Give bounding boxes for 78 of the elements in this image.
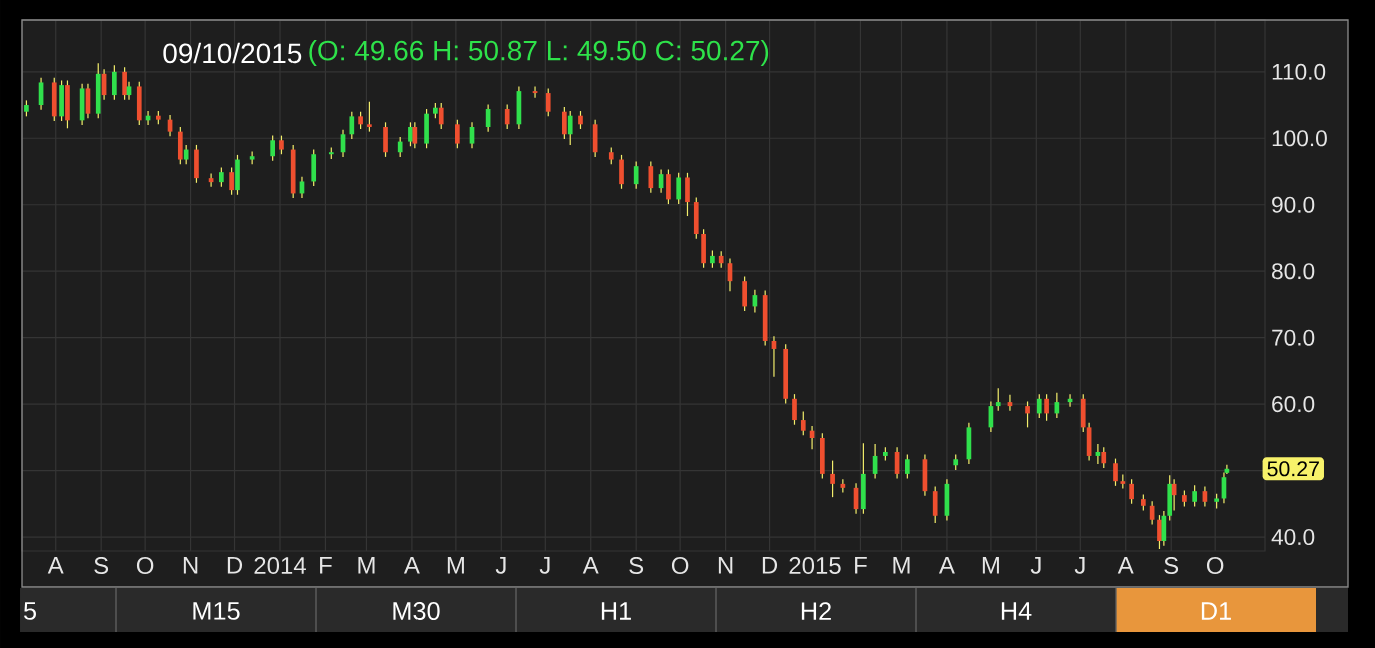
text: 50.27 [1267, 461, 1319, 477]
candlestick [455, 119, 460, 149]
candlestick [112, 64, 117, 101]
y-tick-label: 100.0 [1272, 130, 1327, 147]
candlestick [830, 460, 835, 498]
x-tick-label: D [762, 557, 778, 574]
candlestick [1192, 484, 1197, 508]
candlestick [183, 144, 189, 165]
x-tick-label: A [1117, 557, 1134, 574]
candlestick [1101, 446, 1107, 469]
candlestick [1157, 514, 1162, 550]
candlestick [438, 102, 444, 130]
x-tick-label: 2014 [254, 557, 306, 575]
x-tick-label: S [629, 557, 644, 575]
x-tick-label: A [47, 557, 64, 574]
x-tick-label: S [1164, 557, 1179, 575]
candlestick [648, 160, 654, 194]
x-tick-label: A [403, 557, 420, 574]
x-tick-label: S [94, 557, 109, 575]
x-tick-label: A [582, 557, 599, 574]
x-tick-label: M [358, 557, 375, 574]
x-tick-label: F [320, 557, 332, 574]
candlestick [397, 136, 403, 158]
candlestick [412, 121, 418, 149]
x-tick-label: M [982, 557, 999, 574]
x-tick-label: F [855, 557, 867, 574]
candlestick [122, 66, 127, 101]
x-tick-label: O [1206, 557, 1224, 575]
y-tick-label: 40.0 [1271, 529, 1315, 546]
candlestick [792, 393, 797, 426]
y-tick-label: 110.0 [1272, 63, 1326, 80]
candlestick [800, 410, 806, 436]
candlestick [562, 106, 567, 140]
x-tick-label: N [183, 557, 198, 574]
x-tick-label: D [227, 557, 243, 574]
candlestick [349, 111, 355, 140]
text: M15 [193, 602, 240, 620]
text: H4 [1001, 602, 1032, 620]
x-tick-label: 2015 [789, 557, 841, 575]
candlestick [279, 135, 284, 155]
y-tick-label: 70.0 [1272, 329, 1315, 346]
candlestick [633, 160, 639, 190]
x-tick-label: J [495, 557, 506, 574]
candlestick [1129, 478, 1134, 505]
x-tick-label: J [1030, 557, 1041, 574]
text: (O: 49.66 H: 50.87 L: 49.50 C: 50.27) [309, 39, 769, 67]
x-tick-label: M [447, 557, 464, 574]
candlestick [995, 387, 1001, 412]
candlestick [270, 135, 276, 162]
x-tick-label: O [136, 557, 154, 575]
text: 5 [23, 602, 36, 620]
y-tick-label: 80.0 [1272, 263, 1315, 280]
y-tick-label: 60.0 [1272, 396, 1315, 413]
text: D1 [1201, 602, 1231, 620]
candlestick [1025, 400, 1030, 428]
text: M30 [393, 602, 440, 620]
candlestick [567, 110, 573, 146]
candlestick [504, 103, 510, 130]
candlestick [905, 454, 910, 480]
x-tick-label: A [938, 557, 955, 574]
x-tick-label: O [671, 557, 689, 575]
candlestick [367, 101, 372, 133]
candlestick [1036, 393, 1042, 419]
text: 09/10/2015 [163, 42, 302, 64]
text: H2 [801, 602, 831, 620]
text: H1 [601, 602, 631, 620]
x-tick-label: N [718, 557, 733, 574]
candlestick [676, 172, 682, 205]
x-tick-label: J [539, 557, 550, 574]
x-tick-label: M [893, 557, 910, 574]
x-tick-label: J [1074, 557, 1085, 574]
candlestick [219, 166, 224, 188]
candlestick [1113, 458, 1118, 487]
candlestick [545, 87, 551, 117]
y-tick-label: 90.0 [1272, 196, 1315, 213]
candlestick [249, 150, 255, 165]
candlestick [1044, 393, 1049, 422]
candlestick [229, 166, 234, 196]
